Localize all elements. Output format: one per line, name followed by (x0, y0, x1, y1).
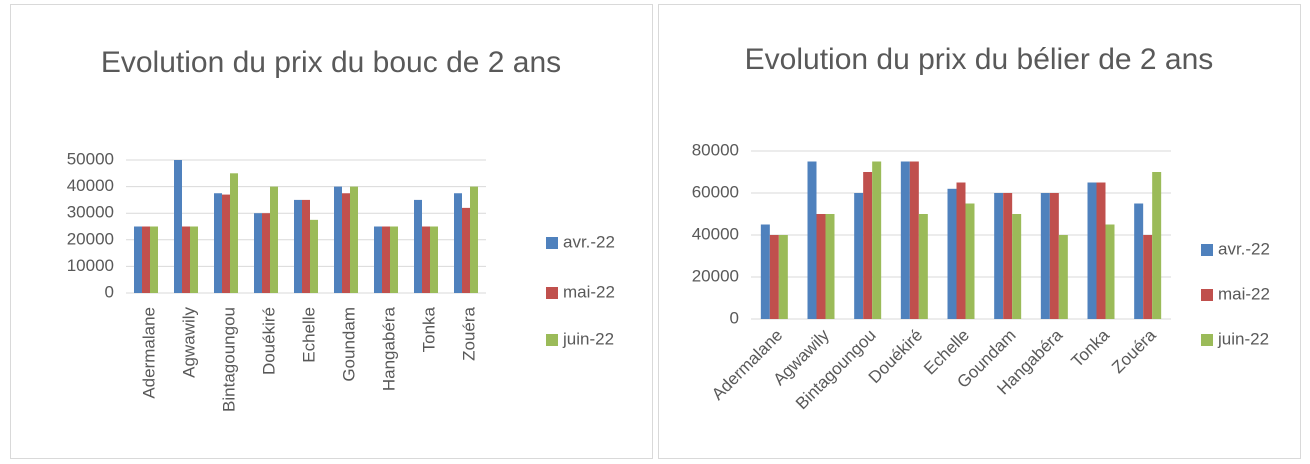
bar (134, 226, 142, 293)
x-tick-label: Goundam (339, 307, 358, 382)
x-tick-label: Echelle (299, 307, 318, 363)
legend-swatch (1201, 334, 1213, 346)
x-tick-label: Agwawily (179, 307, 198, 378)
bar (262, 213, 270, 293)
bar (918, 214, 928, 319)
bar (150, 226, 158, 293)
bar (1012, 214, 1022, 319)
bar (382, 226, 390, 293)
bar (1058, 235, 1068, 319)
bar (390, 226, 398, 293)
x-tick-label: Adermalane (139, 307, 158, 399)
bar (374, 226, 382, 293)
legend-swatch (546, 237, 558, 249)
legend-label: juin-22 (1217, 329, 1269, 348)
chart-panel: 0 10000 20000 30000 40000 50000 Adermalane Agwa… (10, 4, 653, 459)
y-tick-label: 40000 (67, 176, 114, 195)
x-tick-label: Bintagoungou (219, 307, 238, 412)
chart-title: Evolution du prix du bélier de 2 ans (744, 43, 1214, 76)
bar (302, 199, 310, 293)
y-tick-label: 0 (105, 282, 114, 301)
bar (310, 219, 318, 293)
bar (863, 172, 873, 319)
bar (334, 186, 342, 293)
bar (182, 226, 190, 293)
y-tick-label: 20000 (67, 229, 114, 248)
bar (462, 207, 470, 293)
legend-label: avr.-22 (1218, 239, 1270, 258)
y-tick-label: 10000 (67, 256, 114, 275)
bar (174, 160, 182, 293)
bar (956, 182, 966, 319)
bar (350, 186, 358, 293)
legend-swatch (546, 334, 558, 346)
bar (1003, 193, 1013, 319)
bar (769, 235, 779, 319)
bar (900, 161, 910, 319)
bar (214, 193, 222, 293)
bar (422, 226, 430, 293)
legend-label: juin-22 (562, 329, 614, 348)
bar (909, 161, 919, 319)
bar (1096, 182, 1106, 319)
bar (342, 193, 350, 293)
legend-label: mai-22 (1218, 284, 1270, 303)
bar (1049, 193, 1059, 319)
bar (778, 235, 788, 319)
bar (965, 203, 975, 319)
chart-panel: 0 20000 40000 60000 80000 Adermalane Agwawily B… (658, 4, 1301, 459)
bar (294, 199, 302, 293)
bar (947, 188, 957, 319)
x-tick-label: Tonka (419, 306, 438, 352)
bar (1040, 193, 1050, 319)
bar (254, 213, 262, 293)
y-tick-label: 80000 (692, 140, 739, 159)
y-tick-label: 30000 (67, 203, 114, 222)
y-tick-label: 50000 (67, 149, 114, 168)
y-tick-label: 0 (730, 308, 739, 327)
bar (816, 214, 826, 319)
bar (1143, 235, 1153, 319)
bar (270, 186, 278, 293)
x-tick-label: Hangabéra (379, 306, 398, 391)
bar (470, 186, 478, 293)
y-tick-label: 20000 (692, 266, 739, 285)
x-tick-label: Adermalane (708, 326, 786, 404)
bar (222, 194, 230, 293)
chart: 020000400006000080000AdermalaneAgwawilyB… (692, 140, 1270, 413)
chart: 0 10000 20000 30000 40000 50000 Adermalane Agwa… (67, 149, 615, 412)
x-tick-label: Zouéra (459, 306, 478, 360)
bar (807, 161, 817, 319)
bar (230, 173, 238, 293)
bar (825, 214, 835, 319)
bar (872, 161, 882, 319)
x-tick-label: Tonka (1067, 325, 1113, 371)
x-tick-label: Douékiré (259, 307, 278, 375)
bar (1152, 172, 1162, 319)
y-tick-label: 40000 (692, 224, 739, 243)
legend-label: mai-22 (563, 282, 615, 301)
bar (430, 226, 438, 293)
bar (994, 193, 1004, 319)
x-tick-label: Zouéra (1108, 325, 1160, 377)
y-tick-label: 60000 (692, 182, 739, 201)
bar (142, 226, 150, 293)
bar (1087, 182, 1097, 319)
chart-title: Evolution du prix du bouc de 2 ans (100, 46, 562, 79)
bar (414, 199, 422, 293)
bar (760, 224, 770, 319)
bar (1105, 224, 1115, 319)
bar (190, 226, 198, 293)
legend-swatch (1201, 289, 1213, 301)
legend-swatch (546, 287, 558, 299)
bar (1134, 203, 1144, 319)
bar (854, 193, 864, 319)
legend-swatch (1201, 244, 1213, 256)
bar (454, 193, 462, 293)
legend-label: avr.-22 (563, 232, 615, 251)
